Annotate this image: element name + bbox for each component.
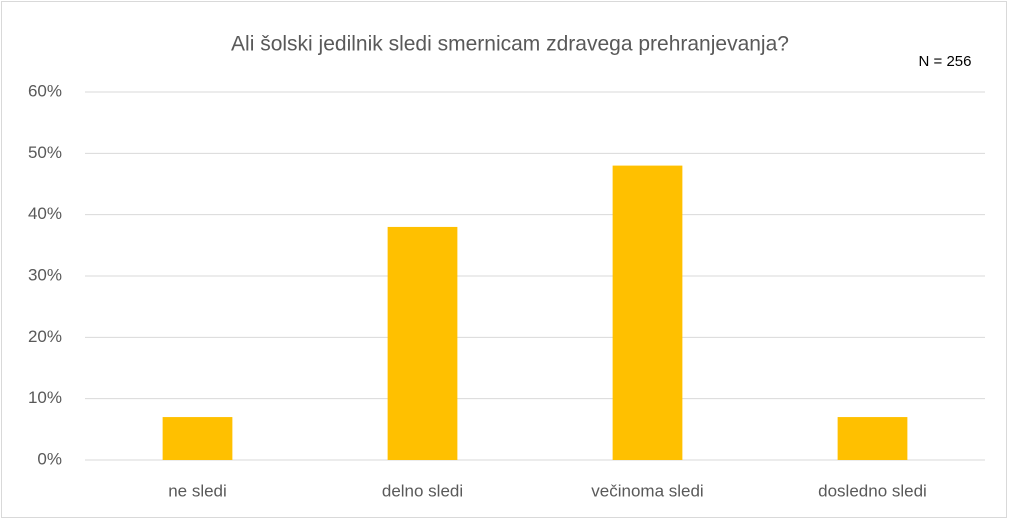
x-tick-label: večinoma sledi <box>591 481 703 500</box>
y-tick-label: 10% <box>28 388 62 407</box>
y-tick-label: 50% <box>28 143 62 162</box>
x-tick-label: delno sledi <box>382 481 463 500</box>
bar <box>162 417 233 460</box>
y-tick-label: 0% <box>37 449 62 468</box>
bar <box>387 226 458 460</box>
annotation: N = 256 <box>919 53 972 70</box>
y-tick-label: 30% <box>28 265 62 284</box>
y-tick-label: 60% <box>28 81 62 100</box>
y-tick-label: 40% <box>28 204 62 223</box>
x-tick-label: ne sledi <box>168 481 227 500</box>
x-tick-label: dosledno sledi <box>818 481 927 500</box>
bar <box>612 165 683 460</box>
chart-title: Ali šolski jedilnik sledi smernicam zdra… <box>231 33 789 56</box>
bar <box>837 417 908 460</box>
y-tick-label: 20% <box>28 327 62 346</box>
